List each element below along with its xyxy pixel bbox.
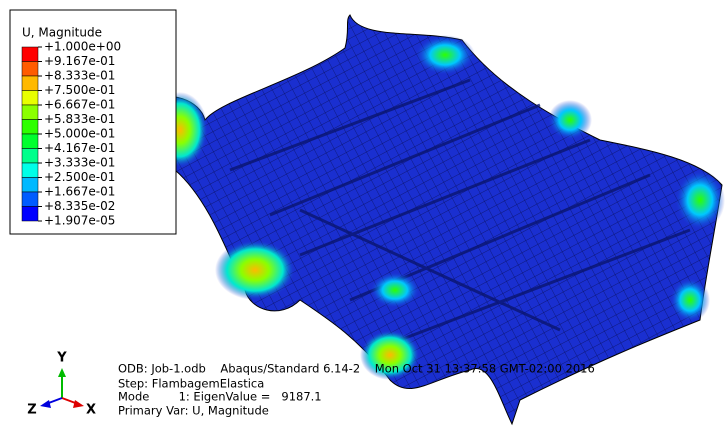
axis-label: X	[86, 403, 96, 418]
legend: +1.000e+00+9.167e-01+8.333e-01+7.500e-01…	[22, 40, 121, 228]
info-line: Mode 1: EigenValue = 9187.1	[118, 390, 322, 404]
legend-swatch	[22, 47, 38, 62]
legend-label: +5.000e-01	[44, 127, 115, 141]
legend-label: +2.500e-01	[44, 170, 115, 184]
legend-label: +5.833e-01	[44, 112, 115, 126]
info-line: Step: FlambagemElastica	[118, 377, 264, 391]
legend-label: +1.907e-05	[44, 214, 115, 228]
legend-label: +1.000e+00	[44, 40, 121, 54]
axis-label: Z	[27, 403, 36, 418]
legend-swatch	[22, 207, 38, 222]
legend-label: +8.335e-02	[44, 199, 115, 213]
legend-label: +7.500e-01	[44, 83, 115, 97]
legend-swatch	[22, 178, 38, 193]
legend-swatch	[22, 192, 38, 207]
legend-label: +4.167e-01	[44, 141, 115, 155]
axis-label: Y	[56, 351, 67, 366]
legend-swatch	[22, 163, 38, 178]
legend-swatch	[22, 120, 38, 135]
legend-swatch	[22, 62, 38, 77]
legend-label: +8.333e-01	[44, 69, 115, 83]
legend-swatch	[22, 76, 38, 91]
axis-triad: Y Z X	[27, 351, 96, 418]
legend-label: +9.167e-01	[44, 54, 115, 68]
legend-swatch	[22, 134, 38, 149]
legend-title: U, Magnitude	[22, 26, 102, 40]
legend-label: +1.667e-01	[44, 185, 115, 199]
info-line: Primary Var: U, Magnitude	[118, 404, 269, 418]
legend-label: +6.667e-01	[44, 98, 115, 112]
legend-swatch	[22, 91, 38, 106]
info-line: ODB: Job-1.odb Abaqus/Standard 6.14-2 Mo…	[118, 362, 595, 376]
legend-swatch	[22, 105, 38, 120]
legend-label: +3.333e-01	[44, 156, 115, 170]
viewport: U, Magnitude +1.000e+00+9.167e-01+8.333e…	[0, 0, 725, 432]
legend-swatch	[22, 149, 38, 164]
